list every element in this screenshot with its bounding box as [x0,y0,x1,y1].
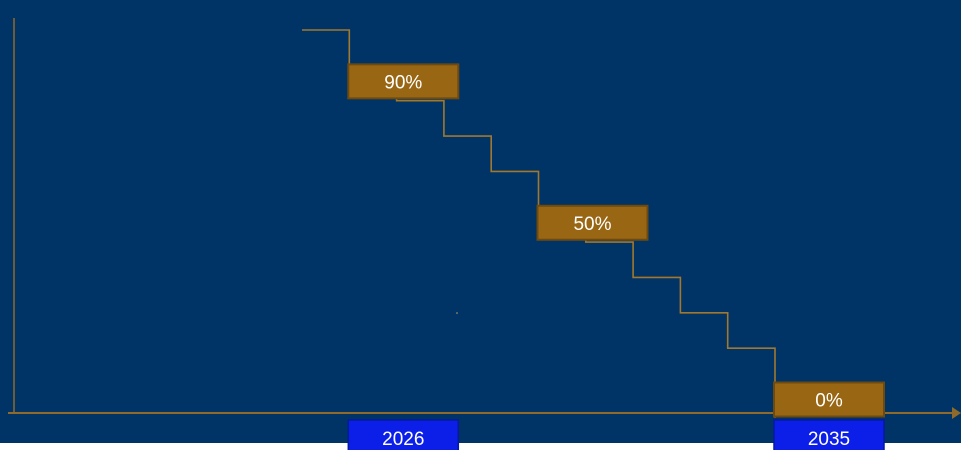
x-tick-label: 2026 [347,419,460,450]
value-label: 50% [536,204,649,241]
chart-marks: 90% 50% 0% 2026 2035 [347,63,885,450]
value-label-text: 50% [573,214,611,235]
center-marker [456,312,458,314]
x-tick-label-box [773,419,885,450]
x-axis-arrow-icon [952,407,961,419]
x-tick-label-box [347,419,460,450]
value-label: 90% [347,63,460,100]
x-tick-label-text: 2026 [382,429,424,450]
value-label-box [773,381,885,418]
value-label: 0% [773,381,885,418]
x-tick-label-text: 2035 [808,429,850,450]
value-label-text: 90% [384,72,422,93]
x-tick-label: 2035 [773,419,885,450]
value-label-box [536,204,649,241]
value-label-box [347,63,460,100]
value-label-text: 0% [815,391,843,412]
